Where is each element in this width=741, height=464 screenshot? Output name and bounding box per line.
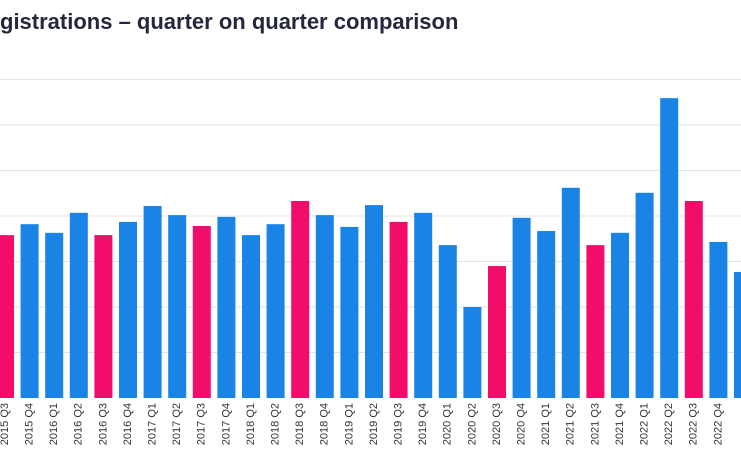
x-tick-label: 2018 Q1 xyxy=(245,403,257,445)
bar xyxy=(217,216,236,398)
x-tick-label: 2016 Q4 xyxy=(122,403,134,445)
x-tick-label: 2019 Q3 xyxy=(393,403,405,445)
bar xyxy=(20,224,39,398)
x-tick-label: 2017 Q3 xyxy=(196,403,208,445)
bar xyxy=(537,231,556,398)
x-tick-label: 2020 Q4 xyxy=(516,403,528,445)
x-tick-label: 2022 Q2 xyxy=(663,403,675,445)
x-tick-label: 2021 Q4 xyxy=(614,403,626,445)
x-tick-label: 2022 Q3 xyxy=(688,403,700,445)
bar xyxy=(266,224,285,398)
x-tick-label: 2019 Q4 xyxy=(417,403,429,445)
bar xyxy=(192,226,211,398)
bar xyxy=(611,232,629,398)
x-tick-label: 2021 Q1 xyxy=(540,403,552,445)
x-tick-label: 2015 Q3 xyxy=(0,403,11,445)
x-tick-label: 2019 Q1 xyxy=(343,403,355,445)
x-tick-label: 2017 Q1 xyxy=(147,403,159,445)
x-tick-label: 2016 Q3 xyxy=(97,403,109,445)
x-tick-label: 2018 Q3 xyxy=(294,403,306,445)
bar xyxy=(291,200,310,398)
bar xyxy=(0,235,14,398)
bar xyxy=(586,245,605,398)
bar xyxy=(94,235,113,398)
x-tick-label: 2018 Q4 xyxy=(319,403,331,445)
bar xyxy=(488,266,506,398)
chart-title: gistrations – quarter on quarter compari… xyxy=(0,9,458,34)
x-tick-label: 2016 Q2 xyxy=(73,403,85,445)
x-tick-label: 2015 Q4 xyxy=(24,403,36,445)
bar xyxy=(512,217,531,398)
x-tick-label: 2018 Q2 xyxy=(270,403,282,445)
x-tick-label: 2017 Q2 xyxy=(171,403,183,445)
bar xyxy=(69,212,88,398)
bar xyxy=(315,215,334,398)
x-tick-label: 2016 Q1 xyxy=(48,403,60,445)
bar xyxy=(143,205,162,398)
x-tick-label: 2020 Q3 xyxy=(491,403,503,445)
bar xyxy=(168,215,187,398)
bar xyxy=(709,241,728,398)
x-tick-label: 2019 Q2 xyxy=(368,403,380,445)
bar xyxy=(389,221,408,398)
x-tick-label: 2022 Q1 xyxy=(639,403,651,445)
bar xyxy=(635,192,654,398)
bar xyxy=(734,271,741,398)
bar xyxy=(561,187,580,398)
bar xyxy=(414,212,433,398)
x-tick-label: 2017 Q4 xyxy=(220,403,232,445)
bar xyxy=(438,245,457,398)
bar xyxy=(45,232,64,398)
bar xyxy=(684,200,703,398)
x-tick-label: 2021 Q2 xyxy=(565,403,577,445)
x-tick-label: 2022 Q4 xyxy=(712,403,724,445)
bar xyxy=(365,205,383,398)
bar xyxy=(660,98,679,398)
bar xyxy=(119,221,137,398)
x-tick-label: 2021 Q3 xyxy=(589,403,601,445)
bar xyxy=(340,226,359,398)
bar xyxy=(463,307,482,398)
x-tick-label: 2020 Q1 xyxy=(442,403,454,445)
x-tick-label: 2020 Q2 xyxy=(466,403,478,445)
bar xyxy=(242,235,260,398)
